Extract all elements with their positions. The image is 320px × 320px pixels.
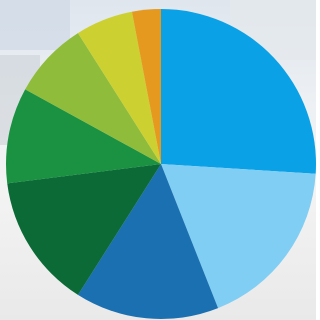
background-blur xyxy=(0,0,70,50)
chart xyxy=(0,0,316,320)
page: (() => { const data = JSON.parse(documen… xyxy=(0,0,316,320)
pie xyxy=(6,9,316,319)
